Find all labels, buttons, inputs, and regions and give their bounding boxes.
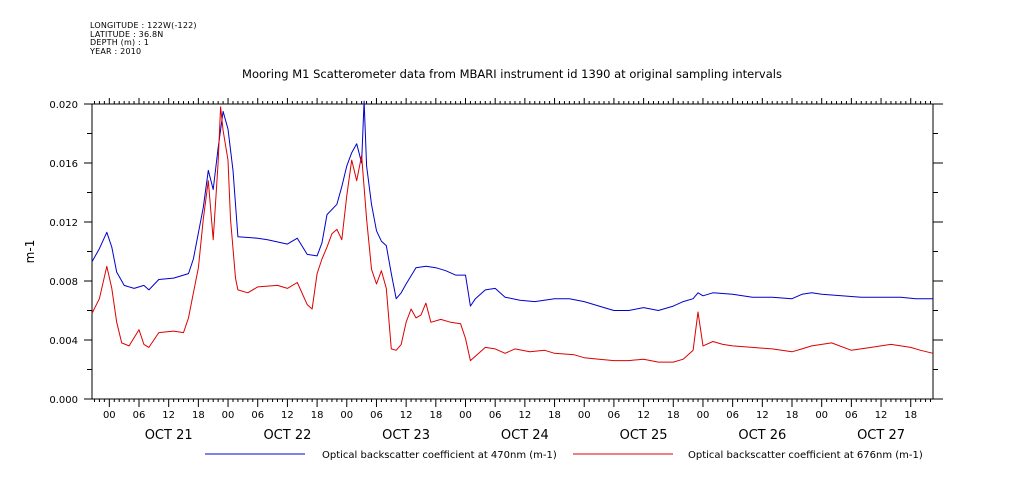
axes-layer: 0.000 0.004 0.008 0.012 0.016 0.020 00 06 12 18 00… [23,98,943,443]
x-day-label: OCT 25 [620,428,668,443]
x-hour-label: 18 [429,410,442,421]
y-tick-label: 0.012 [49,218,78,229]
metadata-block: LONGITUDE : 122W(-122) LATITUDE : 36.8N … [90,21,197,56]
series-layer [91,100,934,363]
x-hour-label: 00 [459,410,472,421]
x-hour-label: 06 [608,410,621,421]
x-hour-label: 18 [786,410,799,421]
x-hour-label: 12 [519,410,532,421]
x-hour-label: 06 [845,410,858,421]
x-hour-label: 00 [340,410,353,421]
x-hour-label: 12 [400,410,413,421]
x-hour-label: 00 [222,410,235,421]
series-470nm-line [91,100,933,311]
x-day-label: OCT 27 [857,428,905,443]
x-hour-label: 00 [103,410,116,421]
legend-layer: Optical backscatter coefficient at 470nm… [205,450,923,461]
x-day-label: OCT 26 [738,428,786,443]
x-hour-label: 06 [133,410,146,421]
x-day-label: OCT 22 [263,428,311,443]
y-tick-label: 0.000 [49,395,78,406]
x-hour-label: 00 [578,410,591,421]
x-hour-label: 12 [637,410,650,421]
x-hour-label: 12 [756,410,769,421]
year-text: YEAR : 2010 [90,46,142,56]
longitude-text: LONGITUDE : 122W(-122) [90,21,197,30]
x-hour-label: 12 [281,410,294,421]
y-axis-title: m-1 [23,240,37,264]
x-day-label: OCT 24 [501,428,549,443]
series-676nm-line [91,106,934,363]
x-hour-label: 18 [904,410,917,421]
y-tick-label: 0.004 [49,336,78,347]
latitude-text: LATITUDE : 36.8N [90,29,164,39]
x-hour-label: 18 [192,410,205,421]
x-day-label: OCT 21 [145,428,193,443]
y-tick-label: 0.016 [49,159,78,170]
x-hour-label: 12 [875,410,888,421]
depth-text: DEPTH (m) : 1 [90,38,149,47]
x-hour-label: 18 [311,410,324,421]
chart-title: Mooring M1 Scatterometer data from MBARI… [242,67,782,81]
x-hour-label: 06 [726,410,739,421]
x-hour-label: 00 [815,410,828,421]
x-hour-label: 06 [489,410,502,421]
x-hour-label: 06 [251,410,264,421]
x-hour-label: 18 [548,410,561,421]
y-tick-label: 0.008 [49,277,78,288]
legend-676nm-label: Optical backscatter coefficient at 676nm… [688,450,923,461]
x-hour-label: 18 [667,410,680,421]
x-hour-label: 06 [370,410,383,421]
x-hour-label: 00 [697,410,710,421]
x-day-label: OCT 23 [382,428,430,443]
y-tick-label: 0.020 [49,100,78,111]
legend-470nm-label: Optical backscatter coefficient at 470nm… [322,450,557,461]
x-hour-label: 12 [162,410,175,421]
